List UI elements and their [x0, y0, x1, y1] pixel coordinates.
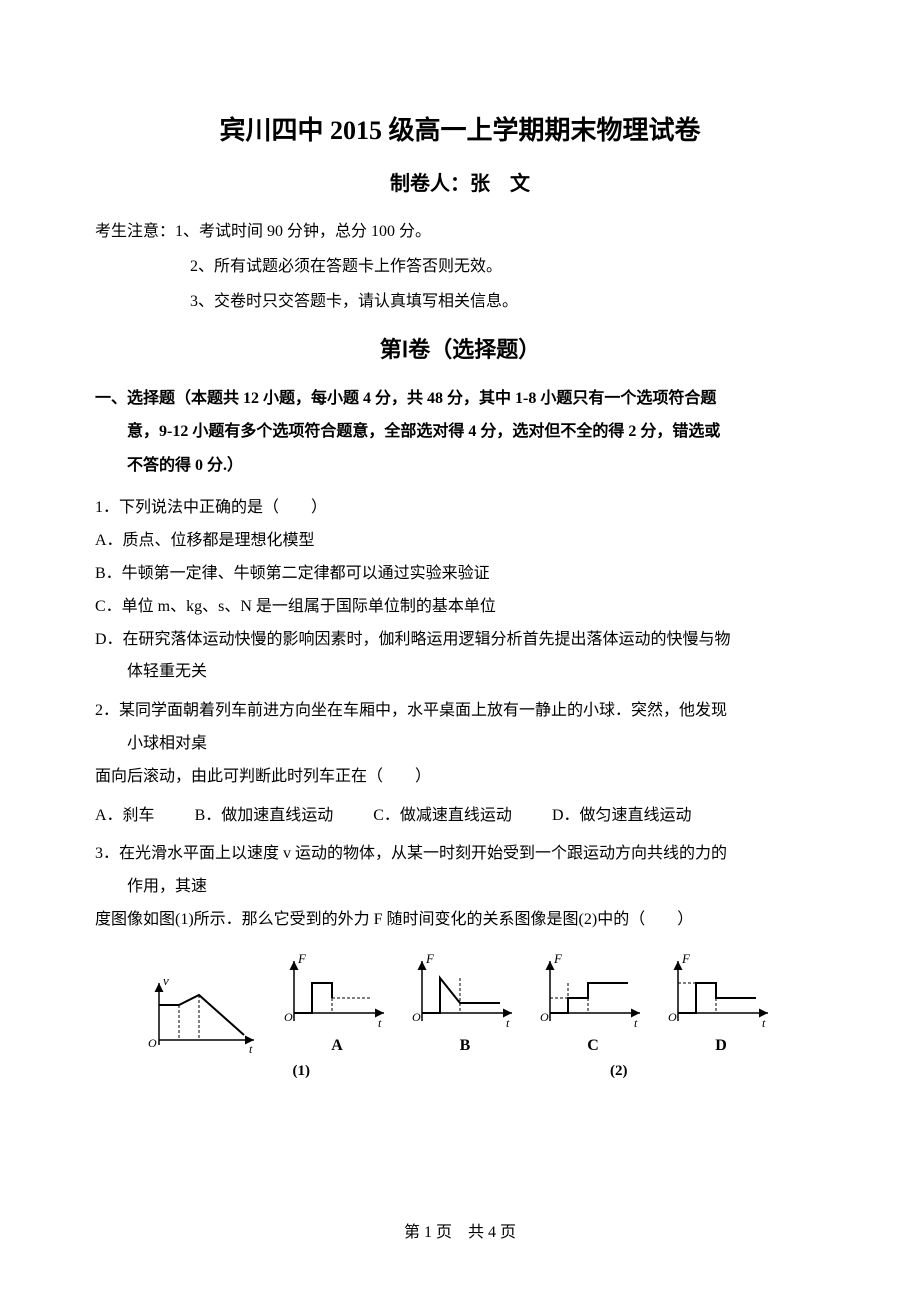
q2-stem-line3: 面向后滚动，由此可判断此时列车正在（ ）: [95, 761, 825, 794]
q1-option-b: B．牛顿第一定律、牛顿第二定律都可以通过实验来验证: [95, 558, 825, 591]
axis-t-c: t: [634, 1016, 638, 1030]
axis-t-b: t: [506, 1016, 510, 1030]
q2-option-d: D．做匀速直线运动: [552, 800, 692, 833]
figure-c: F t O C: [538, 953, 648, 1055]
figure-label-a: A: [282, 1037, 392, 1055]
axis-f-a: F: [297, 953, 307, 966]
section-intro-line3: 不答的得 0 分.）: [95, 449, 825, 483]
figure-label-b: B: [410, 1037, 520, 1055]
axis-f-d: F: [681, 953, 691, 966]
q2-stem-line1: 2．某同学面朝着列车前进方向坐在车厢中，水平桌面上放有一静止的小球．突然，他发现: [95, 695, 825, 728]
section-intro-line2: 意，9-12 小题有多个选项符合题意，全部选对得 4 分，选对但不全的得 2 分…: [95, 415, 825, 449]
figure-label-d: D: [666, 1037, 776, 1055]
figure-b: F t O B: [410, 953, 520, 1055]
axis-o-b: O: [412, 1010, 421, 1024]
q2-stem-line2: 小球相对桌: [95, 728, 825, 761]
axis-f-b: F: [425, 953, 435, 966]
subtitle-author: 制卷人：张 文: [95, 167, 825, 196]
q2-option-a: A．刹车: [95, 800, 155, 833]
section-header: 第Ⅰ卷（选择题）: [95, 332, 825, 364]
q3-stem-line2: 作用，其速: [95, 871, 825, 904]
q2-option-b: B．做加速直线运动: [195, 800, 334, 833]
q1-option-d-line1: D．在研究落体运动快慢的影响因素时，伽利略运用逻辑分析首先提出落体运动的快慢与物: [95, 624, 825, 657]
axis-o-c: O: [540, 1010, 549, 1024]
axis-f-c: F: [553, 953, 563, 966]
figure-group-2-label: (2): [610, 1063, 628, 1080]
section-intro-line1: 一、选择题（本题共 12 小题，每小题 4 分，共 48 分，其中 1-8 小题…: [95, 382, 825, 416]
axis-origin: O: [148, 1036, 157, 1050]
page-title: 宾川四中 2015 级高一上学期期末物理试卷: [95, 110, 825, 147]
instruction-line-1: 考生注意：1、考试时间 90 分钟，总分 100 分。: [95, 214, 825, 249]
q2-options: A．刹车 B．做加速直线运动 C．做减速直线运动 D．做匀速直线运动: [95, 800, 825, 833]
axis-o-d: O: [668, 1010, 677, 1024]
axis-t-d: t: [762, 1016, 766, 1030]
section-intro: 一、选择题（本题共 12 小题，每小题 4 分，共 48 分，其中 1-8 小题…: [95, 382, 825, 483]
question-2: 2．某同学面朝着列车前进方向坐在车厢中，水平桌面上放有一静止的小球．突然，他发现…: [95, 695, 825, 793]
instruction-line-2: 2、所有试题必须在答题卡上作答否则无效。: [95, 249, 825, 284]
q1-stem: 1．下列说法中正确的是（ ）: [95, 492, 825, 525]
exam-instructions: 考生注意：1、考试时间 90 分钟，总分 100 分。 2、所有试题必须在答题卡…: [95, 214, 825, 320]
q2-option-c: C．做减速直线运动: [373, 800, 512, 833]
instruction-line-3: 3、交卷时只交答题卡，请认真填写相关信息。: [95, 284, 825, 319]
axis-t-a: t: [378, 1016, 382, 1030]
figure-a: F t O A: [282, 953, 392, 1055]
figure-group-1-label: (1): [293, 1063, 311, 1080]
page-footer: 第 1 页 共 4 页: [0, 1218, 920, 1242]
axis-v-label: v: [163, 975, 169, 988]
question-1: 1．下列说法中正确的是（ ） A．质点、位移都是理想化模型 B．牛顿第一定律、牛…: [95, 492, 825, 689]
q3-stem-line1: 3．在光滑水平面上以速度 v 运动的物体，从某一时刻开始受到一个跟运动方向共线的…: [95, 838, 825, 871]
q1-option-d-line2: 体轻重无关: [95, 656, 825, 689]
figure-d: F t O D: [666, 953, 776, 1055]
question-3: 3．在光滑水平面上以速度 v 运动的物体，从某一时刻开始受到一个跟运动方向共线的…: [95, 838, 825, 936]
q1-option-a: A．质点、位移都是理想化模型: [95, 525, 825, 558]
axis-t-label: t: [249, 1042, 253, 1055]
q3-stem-line3: 度图像如图(1)所示．那么它受到的外力 F 随时间变化的关系图像是图(2)中的（…: [95, 904, 825, 937]
figure-group-labels: (1) (2): [95, 1063, 825, 1080]
figure-1: v t O: [144, 975, 264, 1055]
q1-option-c: C．单位 m、kg、s、N 是一组属于国际单位制的基本单位: [95, 591, 825, 624]
figure-label-c: C: [538, 1037, 648, 1055]
figure-row: v t O F t O A: [95, 953, 825, 1055]
axis-o-a: O: [284, 1010, 293, 1024]
